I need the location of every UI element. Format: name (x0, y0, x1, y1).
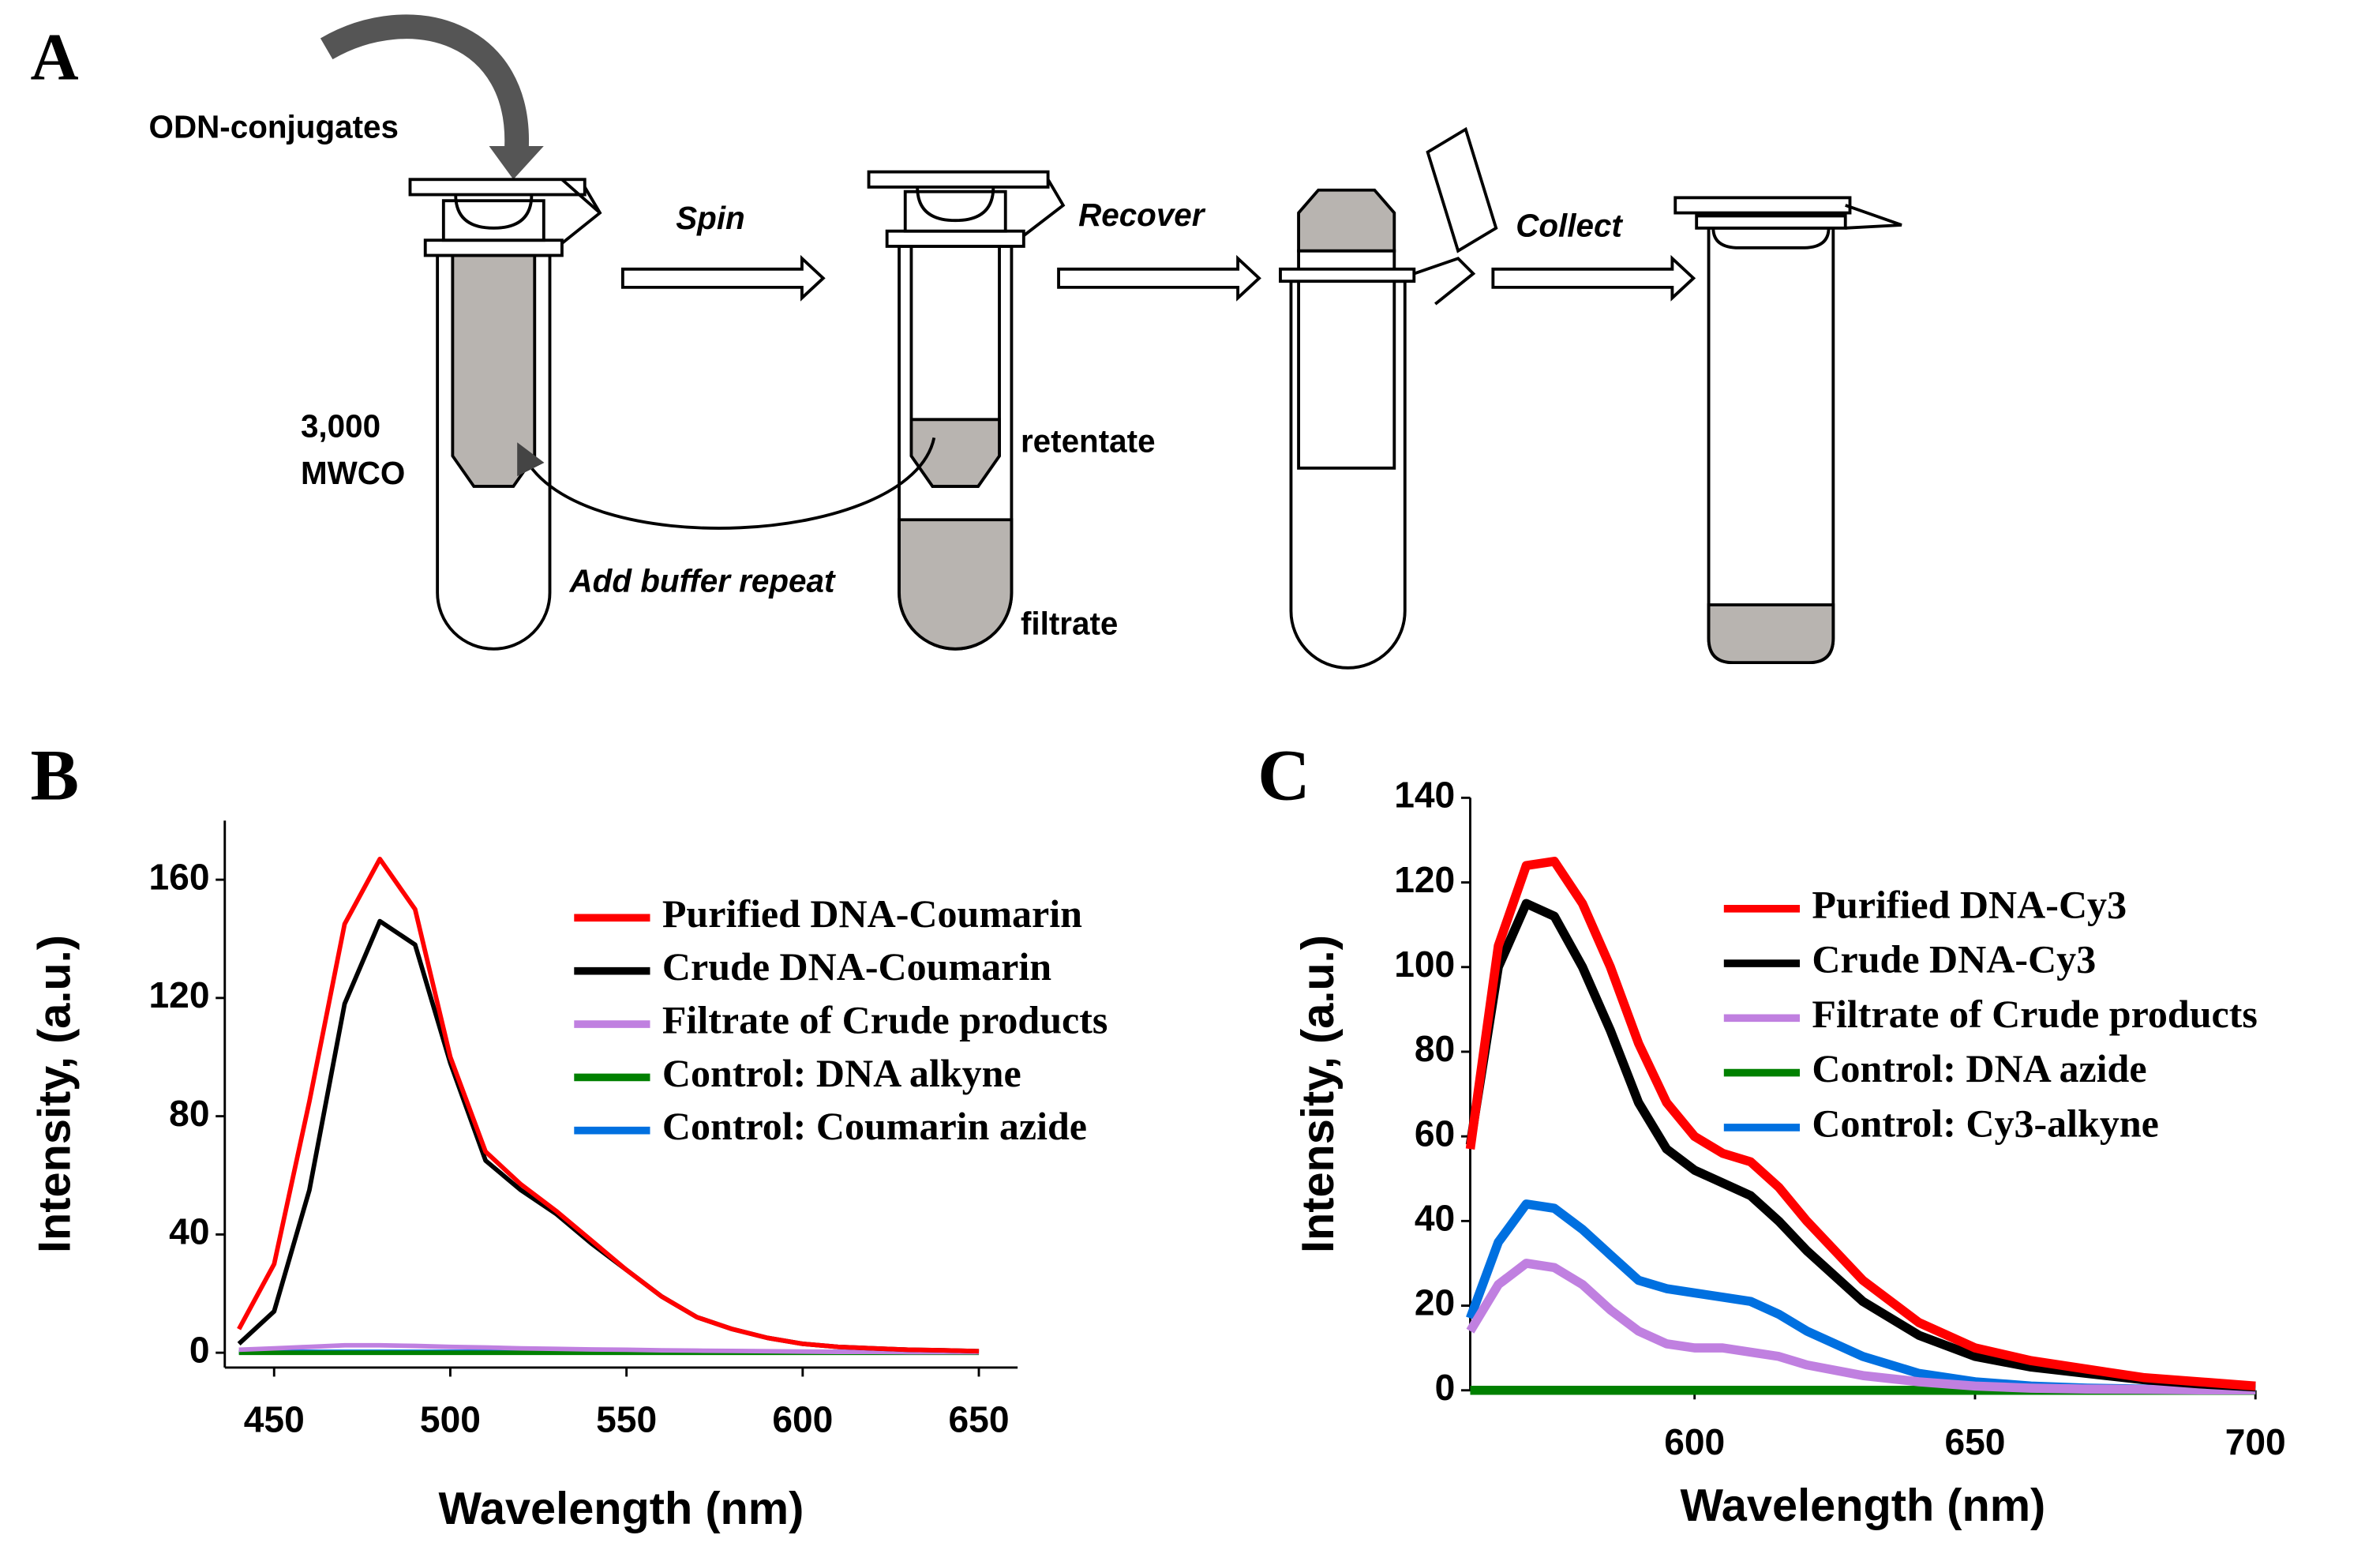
panel-label: B (30, 734, 79, 815)
legend-label: Purified DNA-Cy3 (1812, 882, 2127, 926)
y-tick-label: 60 (1415, 1113, 1455, 1154)
series-line (1465, 857, 2256, 1391)
legend-label: Control: DNA alkyne (662, 1051, 1021, 1095)
x-tick-label: 600 (772, 1398, 833, 1439)
input-arrow-head (489, 145, 544, 180)
input-label: ODN-conjugates (149, 108, 399, 144)
step-label: Collect (1516, 208, 1623, 244)
membrane-label: MWCO (301, 455, 405, 491)
step-arrow (1491, 254, 1696, 302)
y-tick-label: 120 (1394, 859, 1455, 900)
x-axis-label: Wavelength (nm) (1680, 1481, 2045, 1531)
legend-label: Control: Coumarin azide (662, 1104, 1087, 1148)
step-label: Spin (676, 200, 745, 236)
y-tick-label: 40 (1415, 1198, 1455, 1239)
repeat-arrow (517, 437, 936, 530)
y-tick-label: 80 (1415, 1028, 1455, 1069)
tube-4 (1673, 196, 1902, 665)
step-arrow (1057, 254, 1261, 302)
chart: 0 20 40 60 80 100 120 140 600 650 700 Wavelength (n… (1293, 775, 2286, 1532)
step-label: Recover (1078, 197, 1206, 233)
y-tick-label: 80 (169, 1093, 209, 1134)
y-tick-label: 120 (149, 974, 210, 1015)
series-line (238, 1342, 980, 1355)
y-axis-label: Intensity, (a.u.) (29, 935, 80, 1253)
panel-label: A (30, 21, 78, 94)
x-tick-label: 450 (244, 1398, 305, 1439)
filtrate-label: filtrate (1021, 606, 1118, 642)
series-line (1465, 899, 2256, 1392)
panel-a: A ODN-conjugates 3,000 MWCO Spin (30, 14, 1902, 670)
series-line (1466, 1259, 2256, 1394)
x-tick-label: 650 (1944, 1421, 2005, 1462)
x-tick-label: 600 (1664, 1421, 1725, 1462)
panel-label: C (1257, 734, 1310, 815)
y-tick-label: 40 (169, 1211, 209, 1252)
y-tick-label: 140 (1394, 775, 1455, 816)
legend-label: Filtrate of Crude products (1812, 992, 2257, 1036)
step-arrow (620, 254, 826, 302)
series-line (237, 857, 980, 1354)
y-tick-label: 20 (1415, 1282, 1455, 1323)
x-axis-label: Wavelength (nm) (439, 1484, 804, 1534)
x-tick-label: 650 (949, 1398, 1010, 1439)
tube-3 (1279, 126, 1498, 670)
x-tick-label: 500 (420, 1398, 481, 1439)
repeat-label: Add buffer repeat (569, 563, 836, 599)
legend-label: Control: DNA azide (1812, 1046, 2146, 1090)
legend-label: Crude DNA-Cy3 (1812, 937, 2096, 981)
retentate-label: retentate (1021, 423, 1156, 460)
legend-label: Filtrate of Crude products (662, 998, 1108, 1042)
membrane-label: 3,000 (301, 407, 380, 444)
legend-label: Crude DNA-Coumarin (662, 944, 1051, 989)
y-tick-label: 0 (189, 1329, 210, 1370)
y-axis-label: Intensity, (a.u.) (1293, 935, 1344, 1253)
y-tick-label: 100 (1394, 944, 1455, 985)
y-tick-label: 0 (1435, 1367, 1456, 1408)
tube-2 (867, 170, 1066, 651)
input-arrow (320, 14, 529, 153)
x-tick-label: 700 (2225, 1421, 2286, 1462)
y-tick-label: 160 (149, 856, 210, 897)
chart: 0 40 80 120 160 450 500 550 600 650 Wavelength (nm… (29, 820, 1108, 1534)
x-tick-label: 550 (596, 1398, 657, 1439)
legend-label: Purified DNA-Coumarin (662, 891, 1082, 936)
legend-label: Control: Cy3-alkyne (1812, 1101, 2158, 1145)
tube-1 (408, 178, 602, 651)
